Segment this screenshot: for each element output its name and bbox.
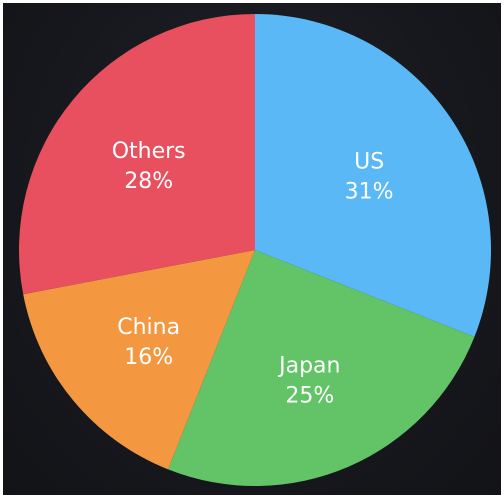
slice-label-china: China — [117, 315, 180, 340]
slice-value-china: 16% — [124, 345, 173, 370]
slice-label-others: Others — [112, 139, 186, 164]
slice-label-japan: Japan — [277, 354, 340, 379]
slice-value-others: 28% — [124, 169, 173, 194]
slice-value-us: 31% — [345, 179, 394, 204]
slice-value-japan: 25% — [285, 384, 334, 409]
slide-frame: US 31% Japan 25% China 16% Others 28% — [3, 3, 501, 495]
pie-chart: US 31% Japan 25% China 16% Others 28% — [3, 3, 501, 495]
slice-label-us: US — [354, 149, 384, 174]
